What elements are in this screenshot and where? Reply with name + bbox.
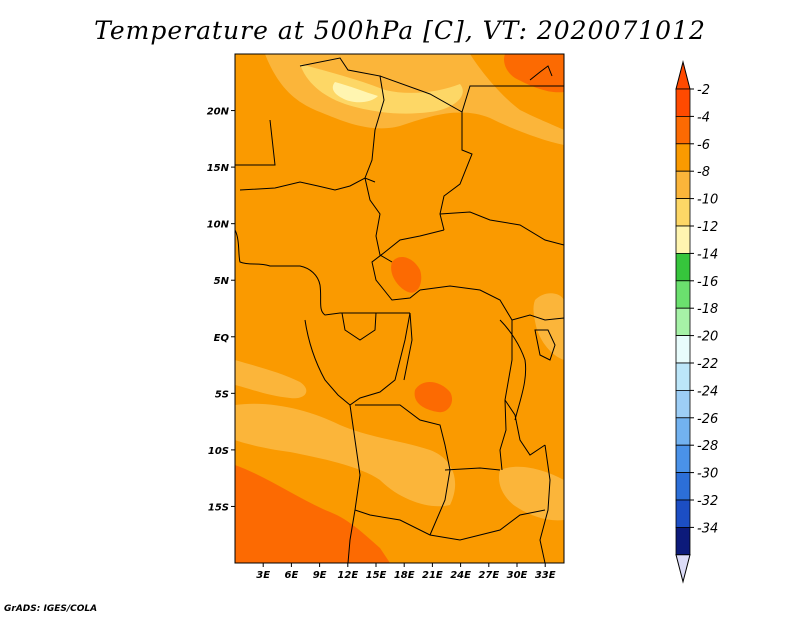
colorbar-label: -6 bbox=[697, 138, 710, 153]
patch-warm-central bbox=[414, 381, 453, 413]
colorbar: -2 -4 -6 -8 -10 -12 -14 -16 -18 -20 -22 -24 -26 -28 -3… bbox=[675, 60, 718, 584]
colorbar-swatch bbox=[675, 225, 691, 254]
lat-tick-label: 20N bbox=[207, 107, 230, 118]
colorbar-swatch bbox=[675, 389, 691, 419]
patch-cool-east bbox=[533, 293, 564, 360]
colorbar-label: -10 bbox=[697, 193, 718, 208]
colorbar-swatch bbox=[675, 143, 691, 172]
grads-credit: GrADS: IGES/COLA bbox=[4, 604, 98, 614]
patch-cool-west bbox=[235, 360, 307, 399]
lon-tick-label: 33E bbox=[535, 570, 556, 581]
colorbar-swatch bbox=[675, 499, 691, 528]
latitude-axis: 20N 15N 10N 5N EQ 5S 10S 15S bbox=[207, 107, 235, 513]
colorbar-label: -2 bbox=[697, 83, 710, 98]
colorbar-swatch bbox=[675, 527, 691, 556]
patch-warm-southwest bbox=[235, 465, 390, 563]
lon-tick-label: 30E bbox=[507, 570, 528, 581]
colorbar-label: -32 bbox=[697, 494, 718, 509]
colorbar-swatch bbox=[675, 116, 691, 145]
colorbar-swatch bbox=[675, 335, 691, 364]
colorbar-swatch bbox=[675, 280, 691, 309]
patch-warm-northeast bbox=[504, 54, 564, 93]
colorbar-label: -12 bbox=[697, 220, 718, 235]
colorbar-top-arrow bbox=[675, 60, 691, 90]
patch-warm-cameroon bbox=[391, 256, 422, 293]
patch-cooler-north bbox=[300, 64, 463, 114]
lon-tick-label: 12E bbox=[337, 570, 358, 581]
chart-title: Temperature at 500hPa [C], VT: 202007101… bbox=[94, 16, 706, 45]
lon-tick-label: 24E bbox=[450, 570, 471, 581]
lat-tick-label: EQ bbox=[214, 333, 230, 344]
colorbar-swatch bbox=[675, 252, 691, 282]
colorbar-swatch bbox=[675, 198, 691, 227]
lon-tick-label: 18E bbox=[394, 570, 415, 581]
lat-tick-label: 10N bbox=[207, 220, 230, 231]
colorbar-swatch bbox=[675, 307, 691, 337]
lat-tick-label: 5N bbox=[214, 276, 230, 287]
colorbar-label: -14 bbox=[697, 247, 718, 262]
longitude-axis: 3E 6E 9E 12E 15E 18E 21E 24E 27E 30E 33E bbox=[256, 563, 556, 581]
colorbar-label: -22 bbox=[697, 357, 718, 372]
colorbar-label: -24 bbox=[697, 384, 718, 399]
patch-coolest-north bbox=[332, 82, 378, 103]
map-frame bbox=[234, 53, 565, 564]
colorbar-label: -16 bbox=[697, 275, 718, 290]
lat-tick-label: 15S bbox=[208, 502, 229, 513]
colorbar-label: -8 bbox=[697, 165, 710, 180]
colorbar-swatch bbox=[675, 444, 691, 474]
colorbar-swatch bbox=[675, 362, 691, 391]
map-area bbox=[235, 54, 564, 563]
colorbar-bottom-arrow bbox=[675, 554, 691, 584]
colorbar-label: -26 bbox=[697, 412, 718, 427]
lat-tick-label: 10S bbox=[208, 446, 229, 457]
lat-tick-label: 15N bbox=[207, 163, 230, 174]
lon-tick-label: 9E bbox=[313, 570, 327, 581]
lon-tick-label: 6E bbox=[285, 570, 299, 581]
lon-tick-label: 3E bbox=[256, 570, 270, 581]
colorbar-swatch bbox=[675, 472, 691, 501]
lon-tick-label: 27E bbox=[478, 570, 499, 581]
country-borders bbox=[235, 57, 564, 563]
lat-tick-label: 5S bbox=[215, 389, 229, 400]
colorbar-label: -4 bbox=[697, 110, 710, 125]
lon-tick-label: 15E bbox=[366, 570, 387, 581]
colorbar-label: -34 bbox=[697, 521, 718, 536]
colorbar-swatch bbox=[675, 88, 691, 117]
lon-tick-label: 21E bbox=[422, 570, 443, 581]
colorbar-label: -20 bbox=[697, 330, 718, 345]
patch-cool-southwest bbox=[235, 403, 456, 507]
colorbar-label: -30 bbox=[697, 467, 718, 482]
colorbar-swatch bbox=[675, 170, 691, 199]
colorbar-label: -28 bbox=[697, 439, 718, 454]
colorbar-swatch bbox=[675, 417, 691, 446]
colorbar-label: -18 bbox=[697, 302, 718, 317]
